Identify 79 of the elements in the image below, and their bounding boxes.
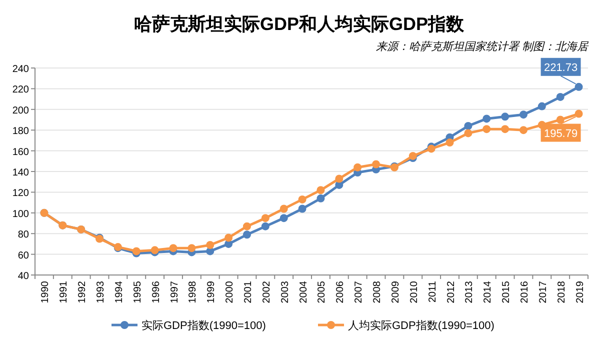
x-tick-label: 2015 <box>501 280 512 304</box>
y-tick-label: 80 <box>18 230 30 241</box>
point <box>242 230 251 239</box>
point <box>298 204 306 213</box>
x-tick-label: 2017 <box>538 280 549 304</box>
point <box>538 102 546 110</box>
point <box>280 214 288 222</box>
x-tick-label: 2002 <box>261 280 272 304</box>
point <box>501 112 510 121</box>
point <box>464 129 472 138</box>
point <box>574 110 583 118</box>
x-tick-label: 2019 <box>574 280 586 304</box>
legend-label: 实际GDP指数(1990=100) <box>142 319 266 332</box>
x-tick-label: 1994 <box>114 280 125 304</box>
point <box>574 82 583 91</box>
point <box>316 186 325 194</box>
point <box>482 125 491 134</box>
point <box>242 222 251 230</box>
point <box>316 194 325 202</box>
chart-title: 哈萨克斯坦实际GDP和人均实际GDP指数 <box>134 14 466 34</box>
point <box>280 204 288 213</box>
y-tick-label: 40 <box>18 271 30 282</box>
point <box>224 234 233 242</box>
x-tick-label: 1999 <box>206 280 218 304</box>
x-tick-label: 2014 <box>482 280 494 304</box>
point <box>169 244 178 252</box>
x-tick-label: 2008 <box>372 280 384 304</box>
x-tick-label: 1990 <box>40 280 52 304</box>
x-tick-label: 2009 <box>390 280 402 304</box>
annotation: 195.79 <box>544 128 578 140</box>
x-tick-label: 1992 <box>77 280 88 304</box>
legend-label: 人均实际GDP指数(1990=100) <box>348 319 494 332</box>
x-tick-label: 2001 <box>242 280 254 304</box>
annotation: 221.73 <box>544 62 578 74</box>
point <box>298 195 306 204</box>
x-tick-label: 1993 <box>96 280 107 304</box>
x-tick-label: 2016 <box>519 280 530 304</box>
x-tick-label: 2006 <box>335 280 346 304</box>
point <box>372 160 380 168</box>
x-tick-label: 2018 <box>556 280 568 304</box>
y-tick-label: 100 <box>12 208 30 220</box>
point <box>556 116 564 124</box>
y-tick-label: 220 <box>12 84 30 96</box>
point <box>519 126 528 134</box>
y-tick-label: 60 <box>18 250 30 262</box>
x-tick-label: 1998 <box>188 280 199 304</box>
x-tick-label: 2007 <box>354 280 365 304</box>
x-tick-label: 2000 <box>224 280 236 304</box>
y-tick-label: 180 <box>12 126 30 138</box>
point <box>261 222 270 230</box>
point <box>335 174 344 183</box>
point <box>519 110 528 119</box>
x-tick-label: 2010 <box>408 280 420 304</box>
x-tick-label: 2013 <box>464 280 476 304</box>
point <box>206 240 214 249</box>
point <box>501 125 510 134</box>
y-tick-label: 140 <box>12 168 30 178</box>
x-tick-label: 1991 <box>58 280 70 304</box>
point <box>261 214 270 222</box>
source-note: 来源：哈萨克斯坦国家统计署 制图：北海居 <box>376 40 589 53</box>
point <box>408 152 417 160</box>
x-tick-label: 2005 <box>316 280 328 304</box>
point <box>464 122 472 130</box>
point <box>482 114 491 123</box>
x-tick-label: 1997 <box>169 280 180 304</box>
point <box>556 92 564 101</box>
x-tick-label: 2003 <box>280 280 291 304</box>
x-tick-label: 2004 <box>298 280 310 304</box>
point <box>188 244 196 252</box>
y-tick-label: 200 <box>12 105 30 116</box>
y-tick-label: 240 <box>12 64 30 75</box>
x-tick-label: 2012 <box>446 280 457 304</box>
y-tick-label: 160 <box>12 146 30 158</box>
x-tick-label: 2011 <box>427 280 438 303</box>
point <box>446 138 454 147</box>
x-tick-label: 1995 <box>132 280 144 304</box>
x-tick-label: 1996 <box>150 280 162 304</box>
y-tick-label: 120 <box>12 188 30 200</box>
point <box>354 163 362 172</box>
